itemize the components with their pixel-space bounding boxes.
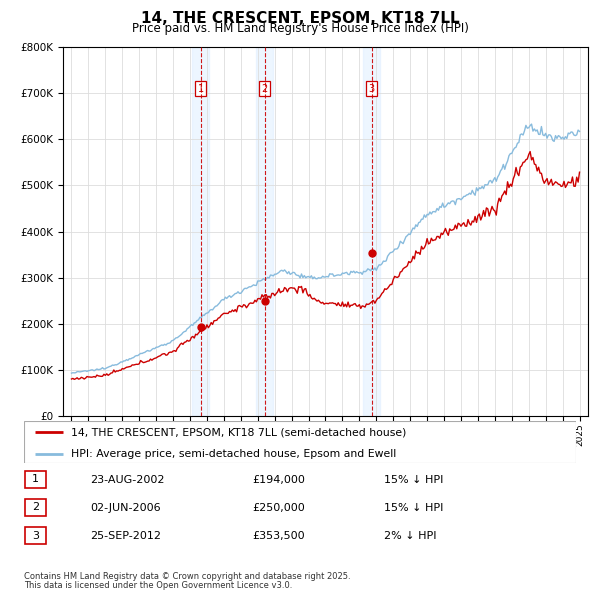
Text: 14, THE CRESCENT, EPSOM, KT18 7LL: 14, THE CRESCENT, EPSOM, KT18 7LL xyxy=(140,11,460,25)
Text: 1: 1 xyxy=(32,474,39,484)
Text: Contains HM Land Registry data © Crown copyright and database right 2025.: Contains HM Land Registry data © Crown c… xyxy=(24,572,350,581)
Text: HPI: Average price, semi-detached house, Epsom and Ewell: HPI: Average price, semi-detached house,… xyxy=(71,449,396,459)
Bar xyxy=(256,47,273,416)
Text: £353,500: £353,500 xyxy=(252,532,305,541)
Bar xyxy=(363,47,380,416)
Text: 02-JUN-2006: 02-JUN-2006 xyxy=(90,503,161,513)
Bar xyxy=(193,47,209,416)
Text: £194,000: £194,000 xyxy=(252,475,305,484)
Text: This data is licensed under the Open Government Licence v3.0.: This data is licensed under the Open Gov… xyxy=(24,581,292,589)
Text: Price paid vs. HM Land Registry's House Price Index (HPI): Price paid vs. HM Land Registry's House … xyxy=(131,22,469,35)
Text: 15% ↓ HPI: 15% ↓ HPI xyxy=(384,475,443,484)
Text: 14, THE CRESCENT, EPSOM, KT18 7LL (semi-detached house): 14, THE CRESCENT, EPSOM, KT18 7LL (semi-… xyxy=(71,427,406,437)
Text: 25-SEP-2012: 25-SEP-2012 xyxy=(90,532,161,541)
Text: 2: 2 xyxy=(32,503,39,512)
Text: 3: 3 xyxy=(368,84,375,94)
Text: 1: 1 xyxy=(198,84,204,94)
Text: 2% ↓ HPI: 2% ↓ HPI xyxy=(384,532,437,541)
Text: 23-AUG-2002: 23-AUG-2002 xyxy=(90,475,164,484)
Text: 3: 3 xyxy=(32,531,39,540)
Text: 2: 2 xyxy=(262,84,268,94)
Text: 15% ↓ HPI: 15% ↓ HPI xyxy=(384,503,443,513)
Text: £250,000: £250,000 xyxy=(252,503,305,513)
